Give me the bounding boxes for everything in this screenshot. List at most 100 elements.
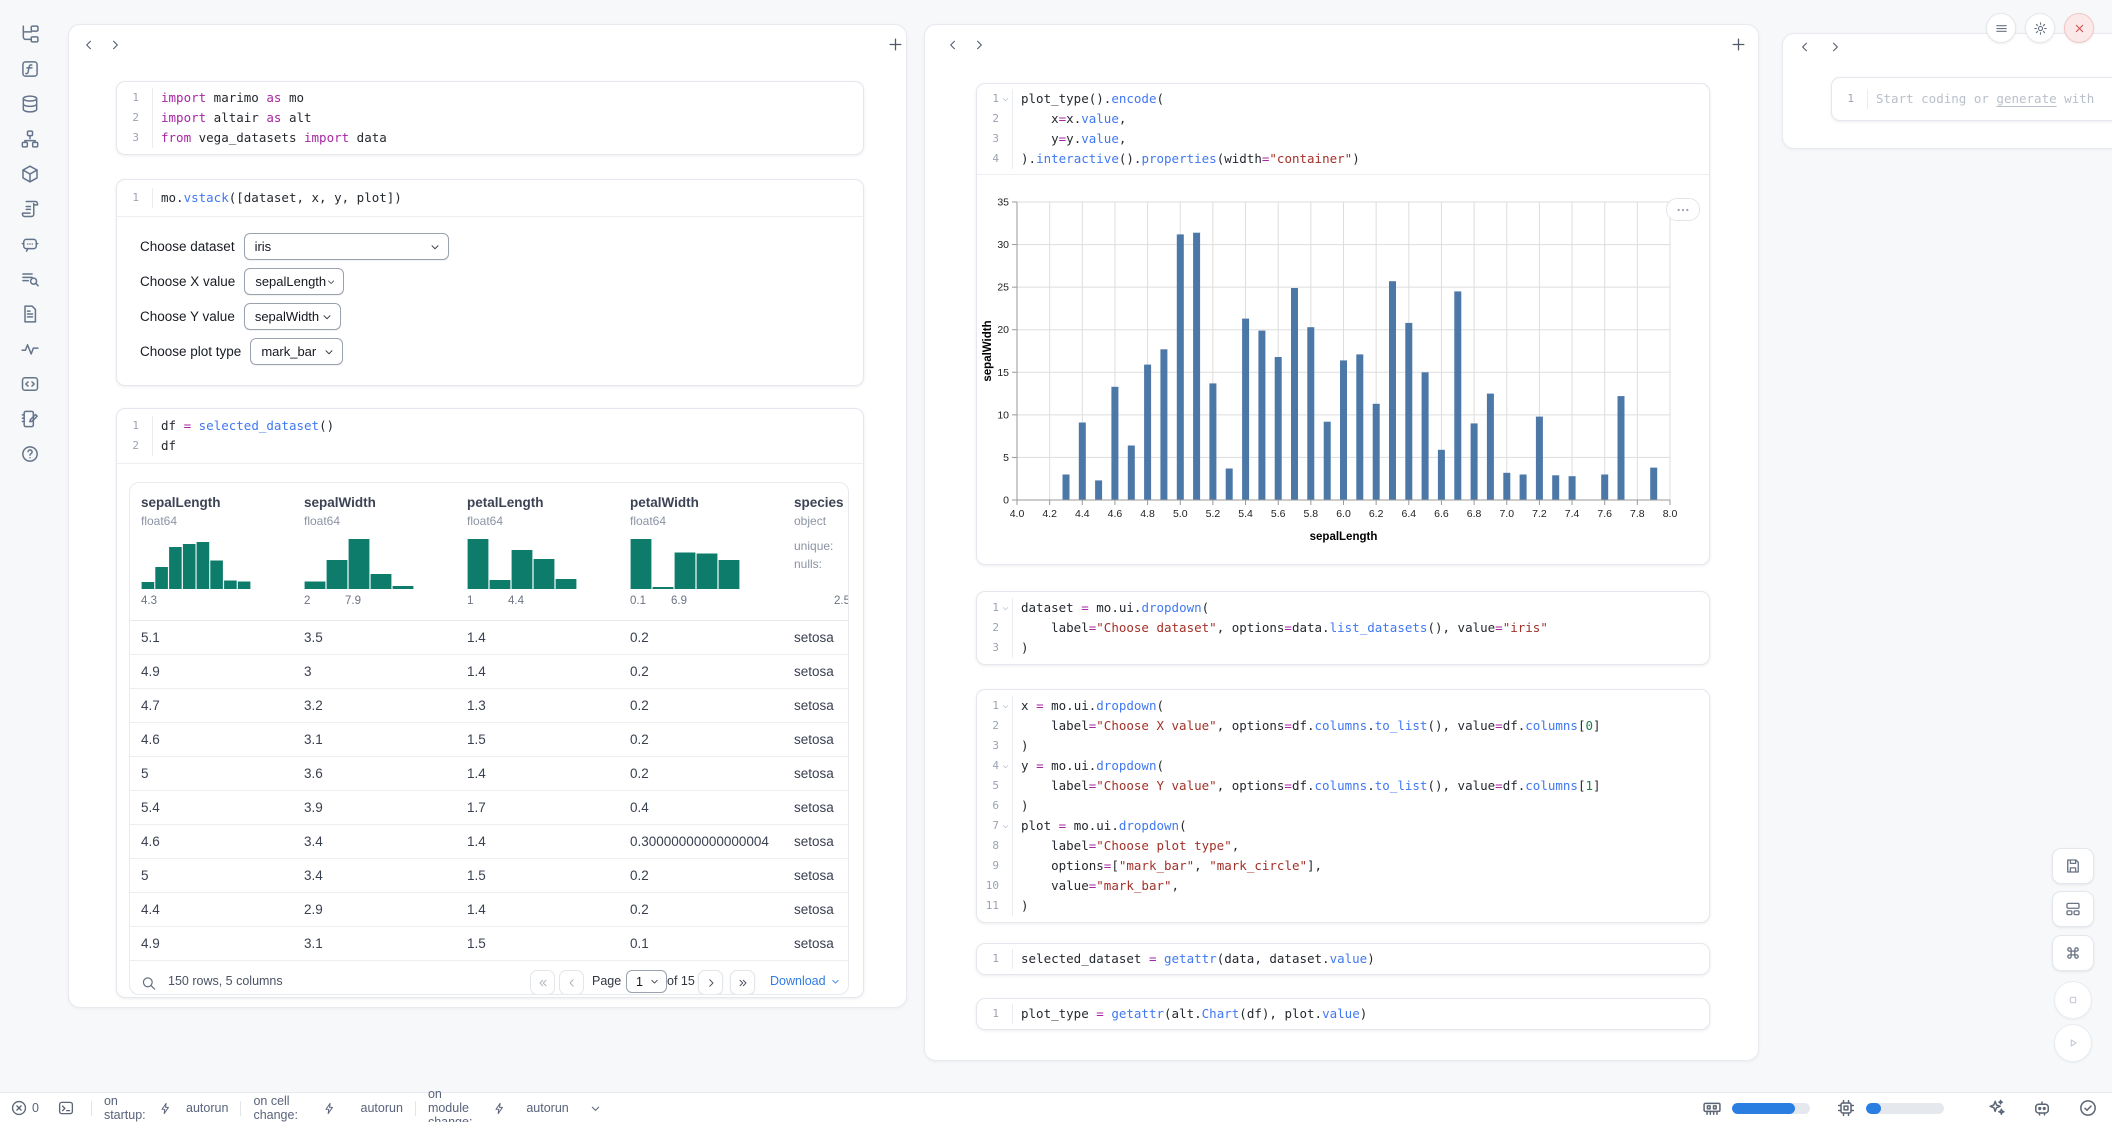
code-cell-plot-type[interactable]: 1plot_type = getattr(alt.Chart(df), plot… — [976, 998, 1710, 1030]
error-indicator[interactable] — [10, 1099, 28, 1117]
first-page-button[interactable] — [530, 970, 555, 995]
next-page-button[interactable] — [698, 970, 723, 995]
cpu-icon — [1836, 1098, 1856, 1118]
connection-status-button[interactable] — [2078, 1098, 2098, 1118]
code-cell-chart[interactable]: 1plot_type().encode(2 x=x.value,3 y=y.va… — [976, 83, 1710, 565]
table-cell: 1.3 — [467, 689, 486, 722]
last-page-button[interactable] — [730, 970, 755, 995]
copilot-button[interactable] — [2032, 1098, 2052, 1118]
settings-button[interactable] — [2025, 13, 2055, 43]
sidebar-item-packages[interactable] — [20, 164, 40, 184]
panel-back-button[interactable] — [79, 35, 99, 55]
fold-spacer — [139, 416, 152, 436]
column-header-sepalWidth[interactable]: sepalWidthfloat6424.4 — [293, 483, 456, 620]
on-startup-chip[interactable]: on startup:autorun — [104, 1094, 228, 1122]
gear-icon — [2026, 14, 2054, 42]
add-cell-button[interactable] — [885, 34, 905, 54]
panel-back-button[interactable] — [943, 35, 963, 55]
table-cell: setosa — [794, 859, 834, 892]
sidebar-item-code-embed[interactable] — [20, 374, 40, 394]
save-button[interactable] — [2052, 848, 2094, 884]
sidebar-item-help[interactable] — [20, 444, 40, 464]
sidebar-item-snippets[interactable] — [20, 269, 40, 289]
column-header-species[interactable]: speciesobjectunique:nulls: — [783, 483, 849, 620]
stop-button[interactable] — [2054, 981, 2092, 1019]
sidebar-item-chat[interactable] — [20, 234, 40, 254]
table-search-button[interactable] — [140, 974, 157, 991]
code-cell-dataframe[interactable]: 1df = selected_dataset()2df sepalLengthf… — [116, 408, 864, 998]
fold-spacer — [999, 1004, 1012, 1024]
run-button[interactable] — [2054, 1024, 2092, 1062]
code-cell-xy-dropdowns[interactable]: 1x = mo.ui.dropdown(2 label="Choose X va… — [976, 689, 1710, 923]
sidebar-item-scratchpad[interactable] — [20, 409, 40, 429]
code-cell-selected-dataset[interactable]: 1selected_dataset = getattr(data, datase… — [976, 943, 1710, 975]
command-palette-button[interactable] — [2052, 935, 2094, 971]
connection-status-icon — [2078, 1098, 2098, 1118]
choose-y-value-select[interactable]: sepalWidth — [244, 303, 341, 330]
sidebar-item-logs[interactable] — [20, 199, 40, 219]
panel-forward-button[interactable] — [969, 35, 989, 55]
generate-link[interactable]: generate — [1996, 91, 2056, 106]
terminal-button[interactable] — [57, 1099, 75, 1117]
table-cell: 3.4 — [304, 859, 323, 892]
download-button[interactable]: Download — [770, 974, 841, 988]
column-name: petalWidth — [630, 495, 699, 510]
column-stats: unique:nulls: — [794, 537, 833, 573]
menu-button[interactable] — [1986, 13, 2016, 43]
column-header-petalWidth[interactable]: petalWidthfloat640.12.5 — [619, 483, 782, 620]
line-number: 3 — [977, 129, 999, 149]
chart-actions-button[interactable] — [1666, 198, 1700, 221]
column-header-sepalLength[interactable]: sepalLengthfloat644.37.9 — [130, 483, 293, 620]
new-cell-editor[interactable]: 1 Start coding or generate with — [1831, 77, 2112, 121]
page-of-label: of 15 — [667, 974, 695, 988]
line-number: 5 — [977, 776, 999, 796]
copilot-icon — [2032, 1098, 2052, 1118]
line-number: 1 — [977, 1004, 999, 1024]
choose-x-value-select[interactable]: sepalLength — [244, 268, 344, 295]
cpu-usage-bar — [1866, 1103, 1944, 1114]
dropdown-row: Choose datasetiris — [140, 229, 863, 264]
sidebar-item-documentation[interactable] — [20, 304, 40, 324]
add-cell-button[interactable] — [1728, 34, 1748, 54]
line-number: 1 — [977, 949, 999, 969]
sidebar-item-tracing[interactable] — [20, 339, 40, 359]
menu-icon — [1987, 14, 2015, 42]
choose-dataset-select[interactable]: iris — [244, 233, 449, 260]
panel-forward-button[interactable] — [1825, 37, 1845, 57]
shutdown-button[interactable] — [2064, 13, 2094, 43]
on-cell-change-chip[interactable]: on cell change:autorun — [253, 1094, 403, 1122]
functions-icon — [20, 66, 40, 83]
page-select[interactable]: 1 — [626, 970, 667, 993]
sidebar-item-functions[interactable] — [20, 59, 40, 79]
table-cell: 4.9 — [141, 655, 160, 688]
code-line: 2 x=x.value, — [977, 109, 1709, 129]
table-cell: 0.2 — [630, 621, 649, 654]
ai-assistant-button[interactable] — [1986, 1098, 2006, 1118]
line-number: 10 — [977, 876, 999, 896]
code-cell-dataset-dropdown[interactable]: 1dataset = mo.ui.dropdown(2 label="Choos… — [976, 591, 1710, 665]
altair-bar-chart[interactable]: 4.04.24.44.64.85.05.25.45.65.86.06.26.46… — [981, 182, 1703, 554]
code-cell-imports[interactable]: 1import marimo as mo2import altair as al… — [116, 81, 864, 155]
layout-icon — [2053, 892, 2093, 926]
panel-forward-button[interactable] — [105, 35, 125, 55]
sidebar-item-database[interactable] — [20, 94, 40, 114]
fold-spacer — [999, 129, 1012, 149]
code-line: 6) — [977, 796, 1709, 816]
table-cell: setosa — [794, 689, 834, 722]
code-line: 3from vega_datasets import data — [117, 128, 863, 148]
prev-page-button[interactable] — [559, 970, 584, 995]
on-module-change-chip[interactable]: on module change:autorun — [428, 1087, 618, 1122]
code-cell-vstack[interactable]: 1mo.vstack([dataset, x, y, plot]) Choose… — [116, 179, 864, 386]
sidebar-item-dependencies[interactable] — [20, 129, 40, 149]
column-dtype: object — [794, 514, 826, 528]
fold-spacer — [999, 896, 1012, 916]
sidebar-item-file-tree[interactable] — [20, 24, 40, 44]
dropdown-row: Choose plot typemark_bar — [140, 334, 863, 369]
line-number: 3 — [977, 736, 999, 756]
line-number: 2 — [117, 436, 139, 456]
choose-plot-type-select[interactable]: mark_bar — [250, 338, 343, 365]
column-header-petalLength[interactable]: petalLengthfloat6416.9 — [456, 483, 619, 620]
panel-back-button[interactable] — [1795, 37, 1815, 57]
layout-toggle-button[interactable] — [2052, 891, 2094, 927]
dependencies-icon — [20, 136, 40, 153]
